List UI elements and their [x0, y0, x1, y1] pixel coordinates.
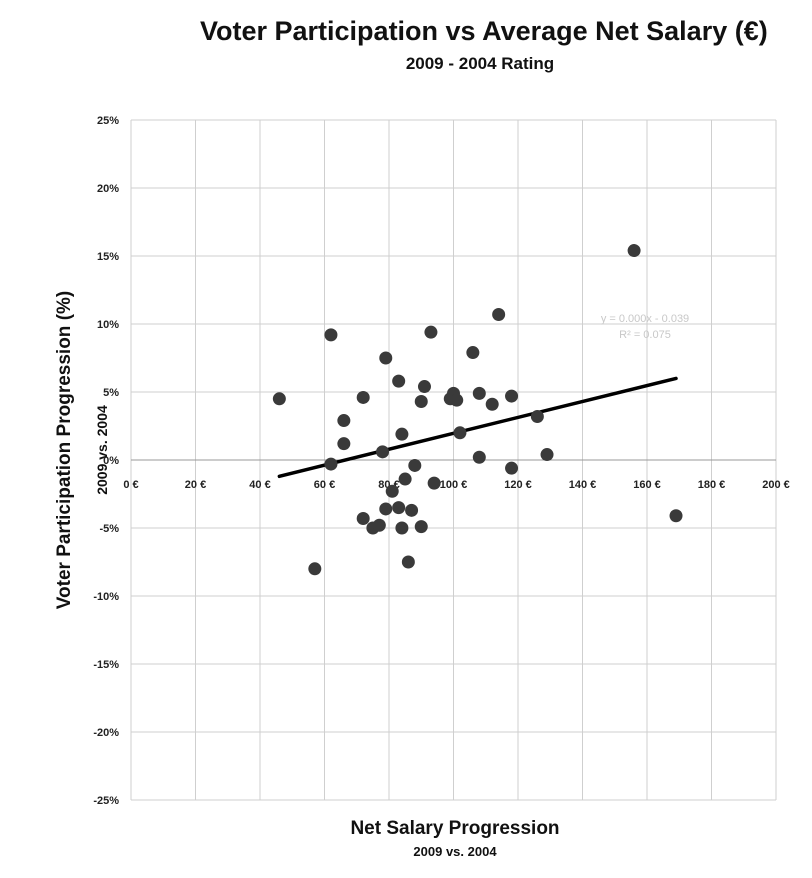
- x-tick-label: 0 €: [123, 479, 138, 491]
- data-point: [485, 397, 499, 411]
- data-point: [472, 386, 486, 400]
- data-point: [372, 518, 386, 532]
- data-point: [379, 502, 393, 516]
- data-point: [408, 458, 422, 472]
- data-point: [669, 509, 683, 523]
- data-point: [395, 521, 409, 535]
- y-tick-label: 20%: [97, 183, 119, 195]
- data-point: [414, 395, 428, 409]
- y-tick-label: -15%: [93, 659, 119, 671]
- data-point: [414, 520, 428, 534]
- data-point: [385, 484, 399, 498]
- y-tick-label: -10%: [93, 591, 119, 603]
- y-tick-label: 15%: [97, 251, 119, 263]
- trendline-group: [277, 376, 678, 479]
- data-points: [272, 244, 683, 576]
- x-tick-label: 120 €: [504, 479, 532, 491]
- data-point: [424, 325, 438, 339]
- data-point: [337, 437, 351, 451]
- x-tick-label: 40 €: [249, 479, 270, 491]
- y-tick-label: 10%: [97, 319, 119, 331]
- trendline: [277, 376, 678, 479]
- data-point: [376, 445, 390, 459]
- data-point: [392, 374, 406, 388]
- x-tick-label: 200 €: [762, 479, 790, 491]
- data-point: [540, 448, 554, 462]
- chart-title: Voter Participation vs Average Net Salar…: [200, 16, 768, 46]
- x-tick-label: 140 €: [569, 479, 597, 491]
- data-point: [356, 390, 370, 404]
- y-tick-labels: -25% -20% -15% -10% -5% 0% 5% 10% 15% 20% 25%: [93, 115, 119, 807]
- x-tick-label: 100 €: [440, 479, 468, 491]
- x-tick-label: 20 €: [185, 479, 206, 491]
- data-point: [398, 472, 412, 486]
- x-axis-label: Net Salary Progression: [350, 818, 560, 839]
- trendline-r-squared-text: R² = 0.075: [619, 329, 671, 341]
- trendline-equation: y = 0.000x - 0.039 R² = 0.075: [601, 313, 689, 341]
- data-point: [272, 392, 286, 406]
- data-point: [450, 393, 464, 407]
- y-tick-label: -20%: [93, 727, 119, 739]
- chart-subtitle: 2009 - 2004 Rating: [405, 54, 555, 73]
- x-tick-label: 180 €: [698, 479, 726, 491]
- data-point: [505, 461, 519, 475]
- data-point: [324, 328, 338, 342]
- data-point: [417, 380, 431, 394]
- x-tick-label: 60 €: [314, 479, 335, 491]
- data-point: [324, 457, 338, 471]
- data-point: [401, 555, 415, 569]
- data-point: [337, 414, 351, 428]
- y-tick-label: 5%: [103, 387, 119, 399]
- y-tick-label: -25%: [93, 795, 119, 807]
- data-point: [395, 427, 409, 441]
- y-tick-label: 25%: [97, 115, 119, 127]
- y-tick-label: 0%: [103, 455, 119, 467]
- data-point: [308, 562, 322, 576]
- grid: [130, 119, 777, 801]
- data-point: [472, 450, 486, 464]
- trendline-equation-text: y = 0.000x - 0.039: [601, 313, 689, 325]
- data-point: [392, 501, 406, 515]
- data-point: [453, 426, 467, 440]
- data-point: [405, 503, 419, 517]
- data-point: [492, 307, 506, 321]
- x-tick-labels: 0 €20 €40 €60 €80 €100 €120 €140 €160 €1…: [123, 479, 789, 491]
- x-axis-sublabel: 2009 vs. 2004: [413, 844, 497, 859]
- x-tick-label: 160 €: [633, 479, 661, 491]
- y-tick-label: -5%: [99, 523, 119, 535]
- data-point: [466, 346, 480, 360]
- data-point: [356, 511, 370, 525]
- data-point: [627, 244, 641, 258]
- data-point: [530, 409, 544, 423]
- data-point: [427, 476, 441, 490]
- data-point: [505, 389, 519, 403]
- data-point: [379, 351, 393, 365]
